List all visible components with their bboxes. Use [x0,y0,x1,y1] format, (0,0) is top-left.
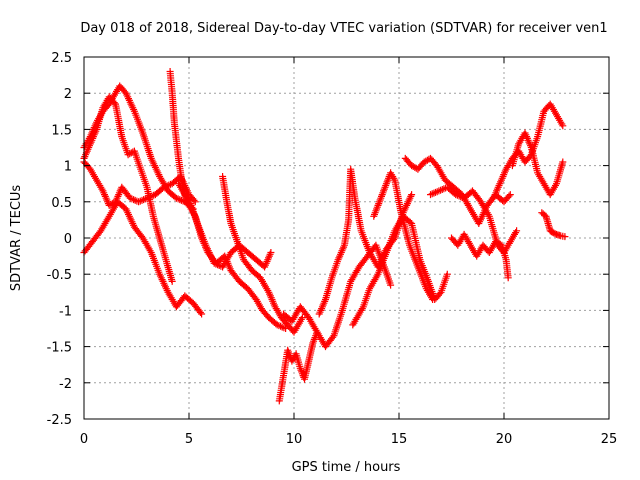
x-tick-label: 10 [286,432,303,447]
data-point [136,197,144,205]
x-tick-label: 20 [496,432,513,447]
data-point [141,195,149,203]
y-tick-label: 1 [64,160,72,175]
data-point [513,227,521,235]
data-point [131,196,139,204]
data-point [427,191,434,199]
data-point [128,195,136,203]
data-point [176,196,184,204]
data-point [433,188,441,196]
data-point [280,324,288,332]
y-axis-label: SDTVAR / TECUs [9,185,24,292]
y-tick-label: 0 [64,232,72,247]
data-point [191,198,199,206]
chart-title: Day 018 of 2018, Sidereal Day-to-day VTE… [80,21,607,36]
data-point [140,196,148,204]
data-point [110,99,118,107]
x-tick-label: 25 [601,432,618,447]
data-point [145,194,153,201]
data-point [559,158,567,166]
axis-ticks: 0 5 10 15 20 25 -2.5 -2 -1.5 -1 -0.5 0 0.5 1 1.5 2 2.5 [47,51,618,447]
y-tick-label: -1.5 [47,341,72,356]
series-2 [80,93,176,285]
data-point [162,183,169,191]
x-tick-label: 15 [391,432,408,447]
data-point [430,189,438,197]
x-axis-label: GPS time / hours [292,460,401,475]
data-point [453,191,461,199]
data-point [267,249,275,256]
data-point [165,181,173,189]
data-point [214,261,222,269]
series-18 [538,209,569,241]
data-point [146,193,154,201]
y-tick-label: -1 [59,304,72,319]
data-point [148,192,156,200]
series-12 [370,169,437,303]
data-point [428,190,436,198]
data-point [135,198,143,206]
data-point [190,196,198,204]
y-tick-label: 1.5 [51,123,72,138]
series-4 [80,198,206,318]
data-point [561,233,569,241]
y-tick-label: 0.5 [51,196,72,211]
data-point [168,277,176,285]
data-point [387,281,395,289]
data-point [504,274,512,282]
data-point [126,194,134,202]
data-point [275,322,283,330]
y-tick-label: -2.5 [47,413,72,428]
data-point [138,196,146,204]
data-points [80,68,569,405]
y-tick-label: 2.5 [51,51,72,66]
series-7 [219,173,306,336]
x-tick-label: 5 [185,432,193,447]
data-point [210,259,218,267]
data-point [408,191,416,199]
data-point [545,221,553,229]
data-point [143,194,151,202]
series-15 [448,230,512,282]
data-point [432,188,439,196]
data-point [452,191,460,199]
data-point [160,183,168,191]
data-point [438,186,446,193]
data-point [196,309,204,316]
data-point [278,323,286,331]
data-point [212,260,220,268]
data-point [435,187,443,195]
data-point [172,194,180,202]
series-17 [508,129,567,199]
data-point [437,186,445,194]
data-point [174,195,182,203]
data-point [506,191,514,199]
data-point [298,314,306,322]
data-point [429,296,437,303]
x-tick-label: 0 [80,432,88,447]
data-point [130,196,138,204]
series-6 [175,180,275,271]
y-tick-label: 2 [64,87,72,102]
data-point [505,192,513,200]
series-3 [80,158,199,209]
data-point [273,321,281,329]
data-point [177,196,185,204]
data-point [277,322,285,330]
y-tick-label: -0.5 [47,268,72,283]
data-point [198,310,206,318]
data-point [443,270,451,278]
data-point [559,122,567,130]
y-tick-label: -2 [59,377,72,392]
data-point [163,182,171,190]
data-point [455,192,463,200]
series-8 [275,328,321,405]
